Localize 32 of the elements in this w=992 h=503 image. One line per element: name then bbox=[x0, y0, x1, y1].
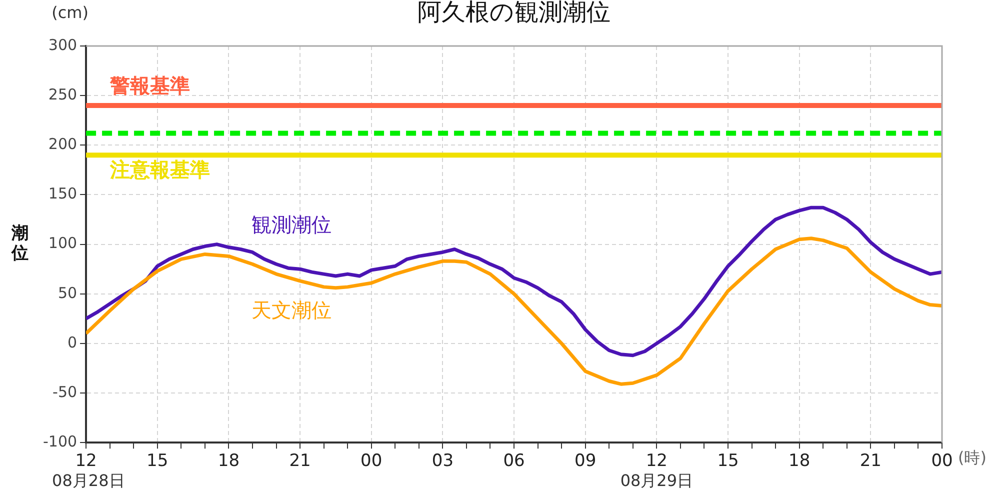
y-axis-title: 潮位 bbox=[10, 224, 28, 264]
text: (cm) bbox=[52, 3, 88, 22]
x-tick-label: 15 bbox=[717, 451, 739, 472]
y-tick-label: 300 bbox=[48, 36, 78, 54]
series-label: 観測潮位 bbox=[251, 212, 332, 237]
y-tick-label: 150 bbox=[48, 184, 78, 203]
x-tick-label: 12 bbox=[646, 451, 668, 472]
x-axis-title: (時) bbox=[958, 448, 986, 467]
series-label: 天文潮位 bbox=[251, 298, 332, 322]
x-tick-label: 12 bbox=[75, 451, 97, 472]
x-tick-label: 00 bbox=[360, 451, 382, 472]
x-tick-label: 03 bbox=[432, 451, 454, 472]
x-tick-label: 06 bbox=[503, 451, 525, 472]
text: 08月28日 bbox=[52, 470, 125, 490]
y-tick-label: -50 bbox=[52, 382, 78, 401]
y-tick-label: -100 bbox=[42, 432, 78, 450]
ref-line-label: 注意報基準 bbox=[109, 157, 210, 182]
x-tick-label: 21 bbox=[289, 451, 311, 472]
x-tick-label: 18 bbox=[788, 451, 810, 472]
x-tick-label: 15 bbox=[146, 451, 168, 472]
text: 08月29日 bbox=[620, 470, 694, 490]
x-tick-label: 18 bbox=[218, 451, 240, 472]
y-tick-label: 50 bbox=[58, 284, 78, 302]
y-tick-label: 250 bbox=[48, 85, 78, 104]
chart-title: 阿久根の観測潮位 bbox=[418, 0, 611, 26]
x-tick-label: 09 bbox=[574, 451, 596, 472]
x-tick-label: 21 bbox=[860, 451, 882, 472]
y-tick-label: 100 bbox=[48, 234, 78, 252]
y-tick-label: 200 bbox=[48, 135, 78, 154]
y-tick-label: 0 bbox=[67, 333, 78, 352]
ref-line-label: 警報基準 bbox=[109, 74, 190, 98]
x-tick-label: 00 bbox=[931, 451, 953, 472]
